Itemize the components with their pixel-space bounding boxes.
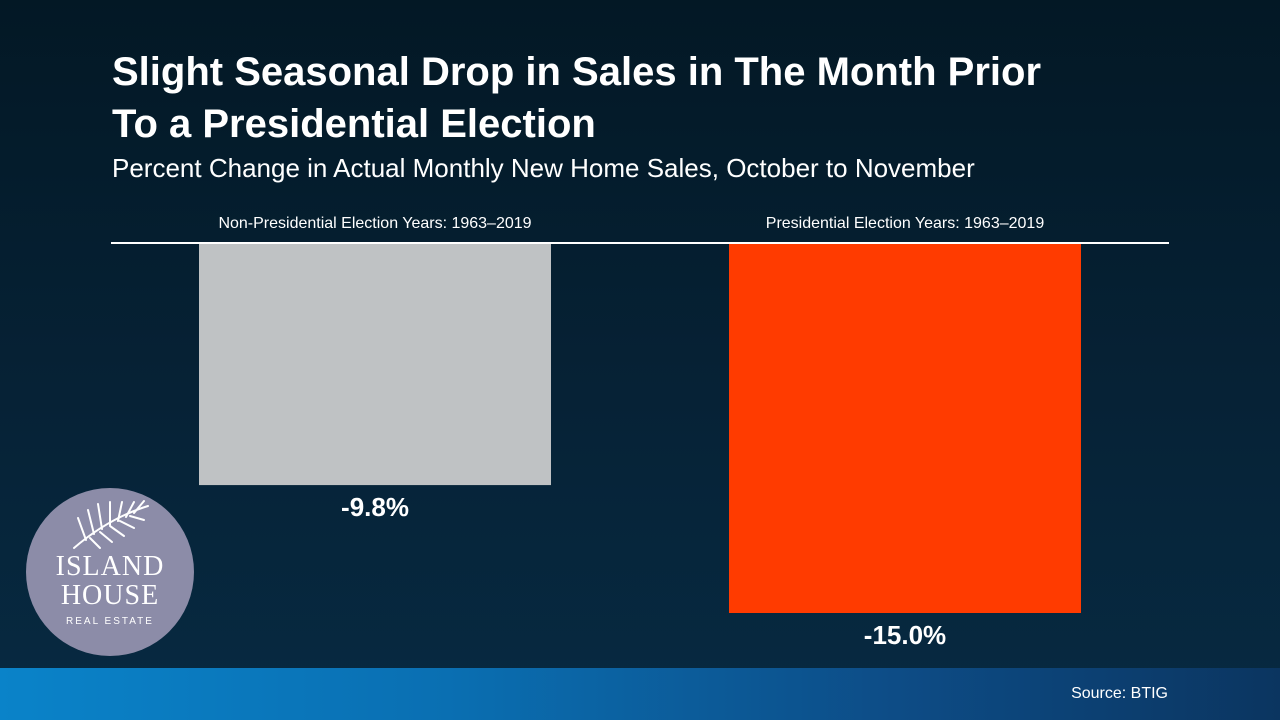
logo-text-island: ISLAND — [55, 551, 165, 582]
data-label: -9.8% — [341, 492, 409, 522]
footer-band — [0, 668, 1280, 720]
data-label: -15.0% — [864, 620, 946, 650]
logo-text-house: HOUSE — [60, 580, 160, 611]
title-line-1: Slight Seasonal Drop in Sales in The Mon… — [112, 50, 1042, 94]
bar-presidential — [729, 244, 1081, 613]
category-label: Presidential Election Years: 1963–2019 — [766, 215, 1045, 232]
bar-non-presidential — [199, 244, 551, 486]
title-line-2: To a Presidential Election — [112, 102, 596, 146]
source-label: Source: BTIG — [1071, 685, 1168, 702]
category-label: Non-Presidential Election Years: 1963–20… — [218, 215, 531, 232]
chart-subtitle: Percent Change in Actual Monthly New Hom… — [112, 153, 975, 183]
palm-leaf-icon — [73, 500, 149, 549]
logo-text-real-estate: REAL ESTATE — [66, 616, 154, 627]
chart-title: Slight Seasonal Drop in Sales in The Mon… — [112, 46, 1172, 150]
company-logo: ISLAND HOUSE REAL ESTATE — [26, 488, 194, 656]
bar-chart: Non-Presidential Election Years: 1963–20… — [199, 215, 1081, 650]
